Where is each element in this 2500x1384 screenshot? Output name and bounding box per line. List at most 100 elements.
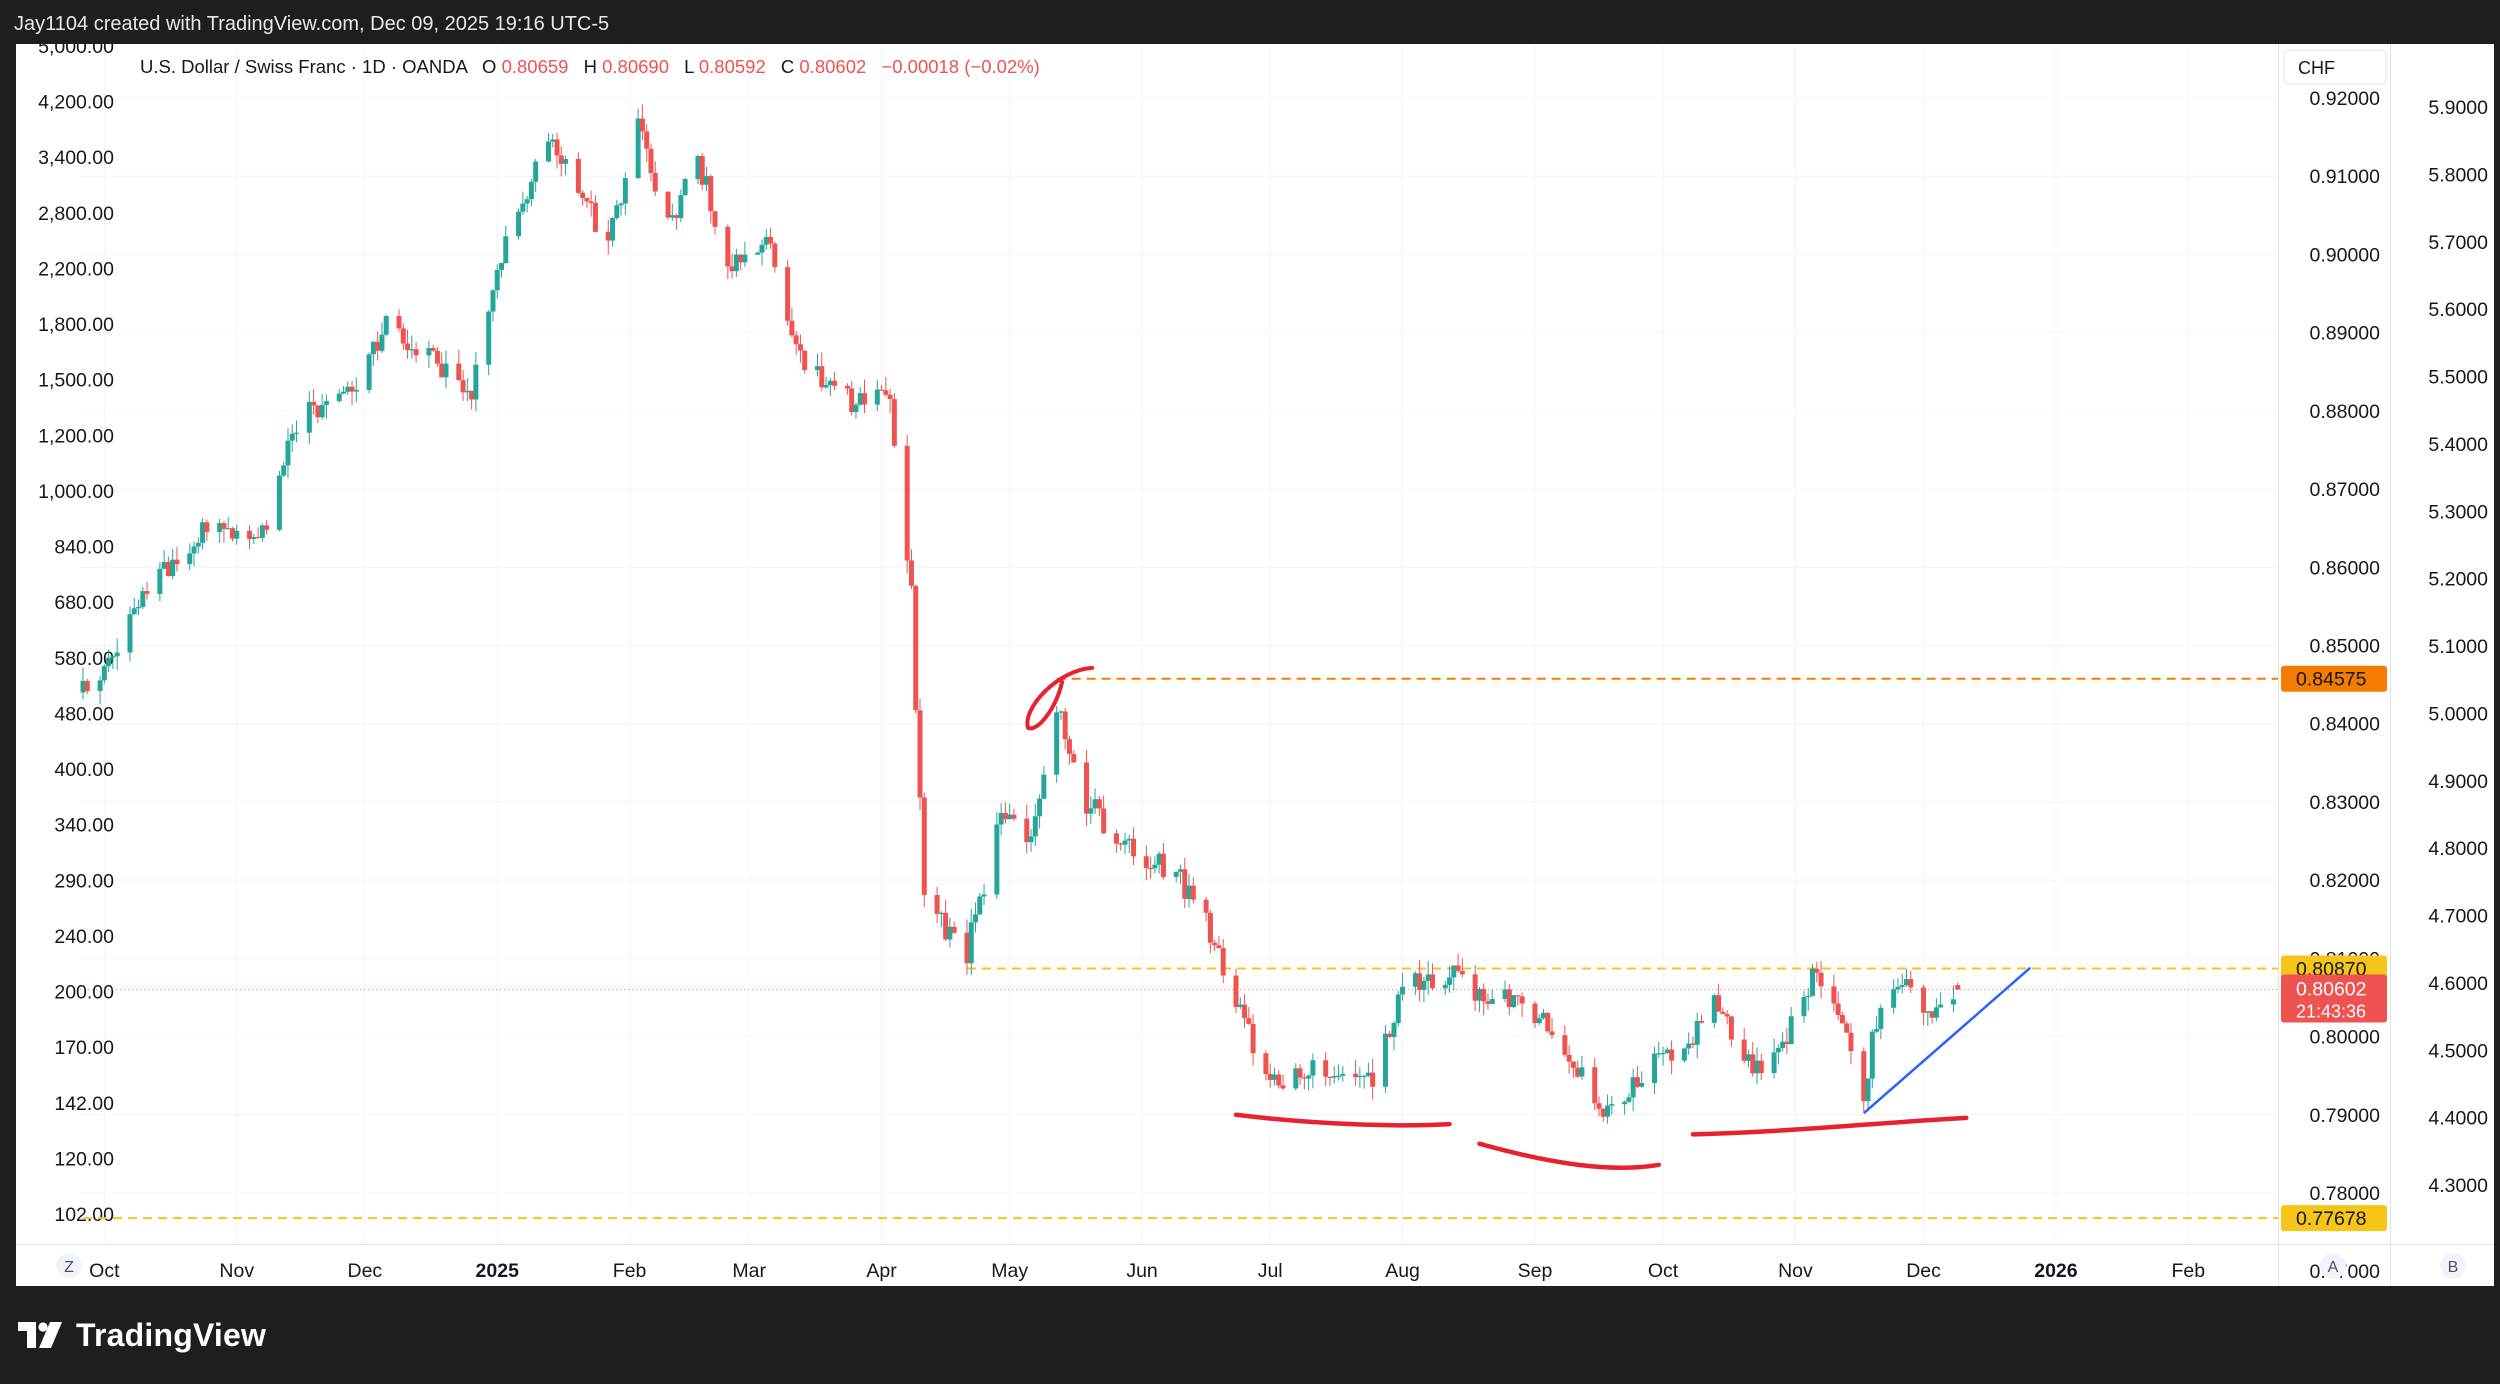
candle [1178, 864, 1183, 884]
candle [1519, 992, 1525, 1017]
candle [1336, 1064, 1342, 1081]
candle [1784, 1027, 1790, 1055]
left-scale-tick: 480.00 [54, 703, 114, 725]
candle [802, 350, 808, 374]
candle [1549, 1017, 1555, 1040]
auto-scale-button[interactable] [2320, 1253, 2346, 1279]
time-tick-label: Mar [732, 1260, 766, 1282]
candle [140, 586, 146, 609]
candle [1062, 707, 1068, 750]
candle [1908, 970, 1914, 993]
candle [887, 388, 893, 413]
left-scale-tick: 200.00 [54, 982, 114, 1004]
candle [1340, 1066, 1346, 1082]
candle [1118, 842, 1124, 851]
candle [545, 133, 551, 163]
candle [396, 309, 402, 332]
candle [1925, 1011, 1931, 1026]
candle [874, 379, 880, 411]
candle [1186, 873, 1192, 908]
candle [853, 402, 859, 419]
support-arc-mid[interactable] [1477, 1141, 1662, 1170]
candle [648, 143, 654, 181]
candle [1878, 1004, 1884, 1040]
zoom-button[interactable] [56, 1254, 82, 1278]
left-scale-tick: 1,500.00 [38, 370, 114, 392]
price-tick-label: 0.87000 [2310, 479, 2381, 501]
candle [533, 158, 539, 192]
candle [998, 803, 1004, 836]
candle [1745, 1049, 1751, 1068]
candle [144, 582, 150, 600]
candle [1391, 1021, 1397, 1051]
candle [1472, 965, 1478, 1011]
secondary-scale-button[interactable] [2440, 1253, 2466, 1279]
candle [1626, 1092, 1632, 1104]
candle [383, 314, 389, 337]
candle [1212, 939, 1218, 951]
candle [1447, 966, 1453, 993]
candle [281, 461, 287, 478]
candle [443, 350, 449, 389]
candle [413, 342, 419, 363]
price-chart[interactable]: 5,000.00 4,200.00 3,400.00 2,800.00 2,200.00… [16, 44, 2494, 1286]
candle [665, 191, 671, 220]
candle [136, 599, 142, 616]
candle [1814, 961, 1820, 983]
plot-area[interactable] [16, 44, 2278, 1244]
secondary-scale-tick: 5.1000 [2428, 636, 2488, 658]
candle [678, 189, 684, 223]
candle [1622, 1100, 1628, 1115]
currency-badge[interactable] [2283, 49, 2387, 85]
candle [524, 195, 530, 213]
horizontal-lines[interactable] [80, 677, 2278, 1220]
left-scale-tick: 5,000.00 [38, 44, 114, 58]
left-scale-tick: 340.00 [54, 815, 114, 837]
tradingview-brand[interactable]: TradingView [18, 1317, 266, 1354]
time-axis[interactable]: Oct Nov Dec 2025 Feb Mar Apr May Jun Jul Aug Sep Oct… [89, 1260, 2205, 1282]
brand-name: TradingView [76, 1316, 267, 1353]
trend-line[interactable] [1862, 966, 2032, 1115]
candle [1758, 1053, 1764, 1081]
support-arc-left[interactable] [1233, 1112, 1452, 1128]
candle [1728, 1015, 1734, 1048]
left-scale-tick: 142.00 [54, 1093, 114, 1115]
candle [456, 349, 462, 381]
candle [934, 886, 940, 924]
candle [1126, 835, 1132, 854]
candle [563, 155, 569, 176]
candle [1481, 983, 1487, 1016]
candle [1310, 1053, 1316, 1089]
candle [861, 379, 867, 414]
candle [1938, 992, 1944, 1008]
candle [434, 347, 440, 367]
candle [1301, 1073, 1307, 1090]
candle [1698, 1014, 1704, 1024]
price-tick-label: 0.79000 [2310, 1105, 2381, 1127]
candle [430, 344, 436, 352]
candle [1545, 1012, 1551, 1033]
price-scale[interactable]: 0.92000 0.91000 0.90000 0.89000 0.88000 0.870… [2310, 44, 2381, 1283]
candle [964, 919, 970, 975]
candle [674, 213, 680, 230]
price-tick-label: 0.86000 [2310, 557, 2381, 579]
candle [849, 381, 855, 416]
candle [1429, 963, 1435, 991]
candle [1532, 1001, 1538, 1029]
secondary-price-scale[interactable]: 5.9000 5.8000 5.7000 5.6000 5.5000 5.4000 5.30… [2428, 97, 2488, 1197]
support-arc-right[interactable] [1690, 1115, 1969, 1137]
candle [1190, 877, 1196, 904]
highlight-circle[interactable] [1025, 665, 1095, 731]
time-tick-label: Jun [1126, 1260, 1157, 1282]
price-tick-label: 0.92000 [2310, 88, 2381, 110]
secondary-scale-tick: 5.5000 [2428, 367, 2488, 389]
candle [405, 329, 411, 359]
candle [1690, 1036, 1696, 1049]
drawings-layer[interactable] [1025, 665, 2032, 1170]
candle [225, 517, 231, 530]
left-price-scale[interactable]: 5,000.00 4,200.00 3,400.00 2,800.00 2,200.00… [38, 44, 114, 1226]
candle [738, 254, 744, 271]
candle [1451, 965, 1457, 991]
candle [1263, 1050, 1269, 1081]
candle [1096, 796, 1102, 817]
